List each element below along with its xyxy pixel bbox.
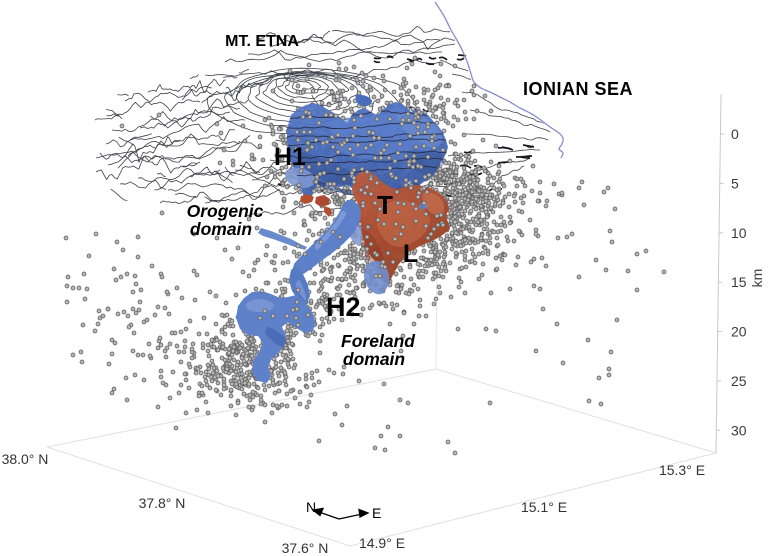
svg-text:37.8° N: 37.8° N (139, 495, 186, 511)
svg-text:15.3° E: 15.3° E (659, 462, 705, 478)
svg-text:L: L (403, 240, 418, 268)
svg-text:38.0° N: 38.0° N (2, 451, 49, 467)
svg-text:25: 25 (731, 373, 747, 389)
svg-text:5: 5 (731, 175, 739, 191)
svg-text:Orogenic: Orogenic (187, 201, 264, 221)
svg-text:30: 30 (731, 422, 747, 438)
svg-text:T: T (377, 190, 393, 220)
svg-text:Foreland: Foreland (341, 331, 415, 351)
svg-text:MT. ETNA: MT. ETNA (225, 33, 299, 50)
svg-text:0: 0 (731, 126, 739, 142)
svg-text:domain: domain (343, 349, 405, 369)
svg-text:10: 10 (731, 225, 747, 241)
svg-text:15: 15 (731, 274, 747, 290)
svg-text:H2: H2 (326, 292, 361, 322)
svg-text:N: N (306, 499, 316, 515)
svg-text:km: km (749, 269, 765, 288)
svg-text:20: 20 (731, 324, 747, 340)
svg-text:E: E (372, 505, 381, 521)
svg-text:37.6° N: 37.6° N (282, 540, 329, 556)
svg-text:IONIAN SEA: IONIAN SEA (523, 79, 633, 99)
svg-text:H1: H1 (274, 143, 306, 171)
svg-text:15.1° E: 15.1° E (521, 499, 567, 515)
svg-text:14.9° E: 14.9° E (359, 535, 405, 551)
svg-text:domain: domain (190, 219, 252, 239)
